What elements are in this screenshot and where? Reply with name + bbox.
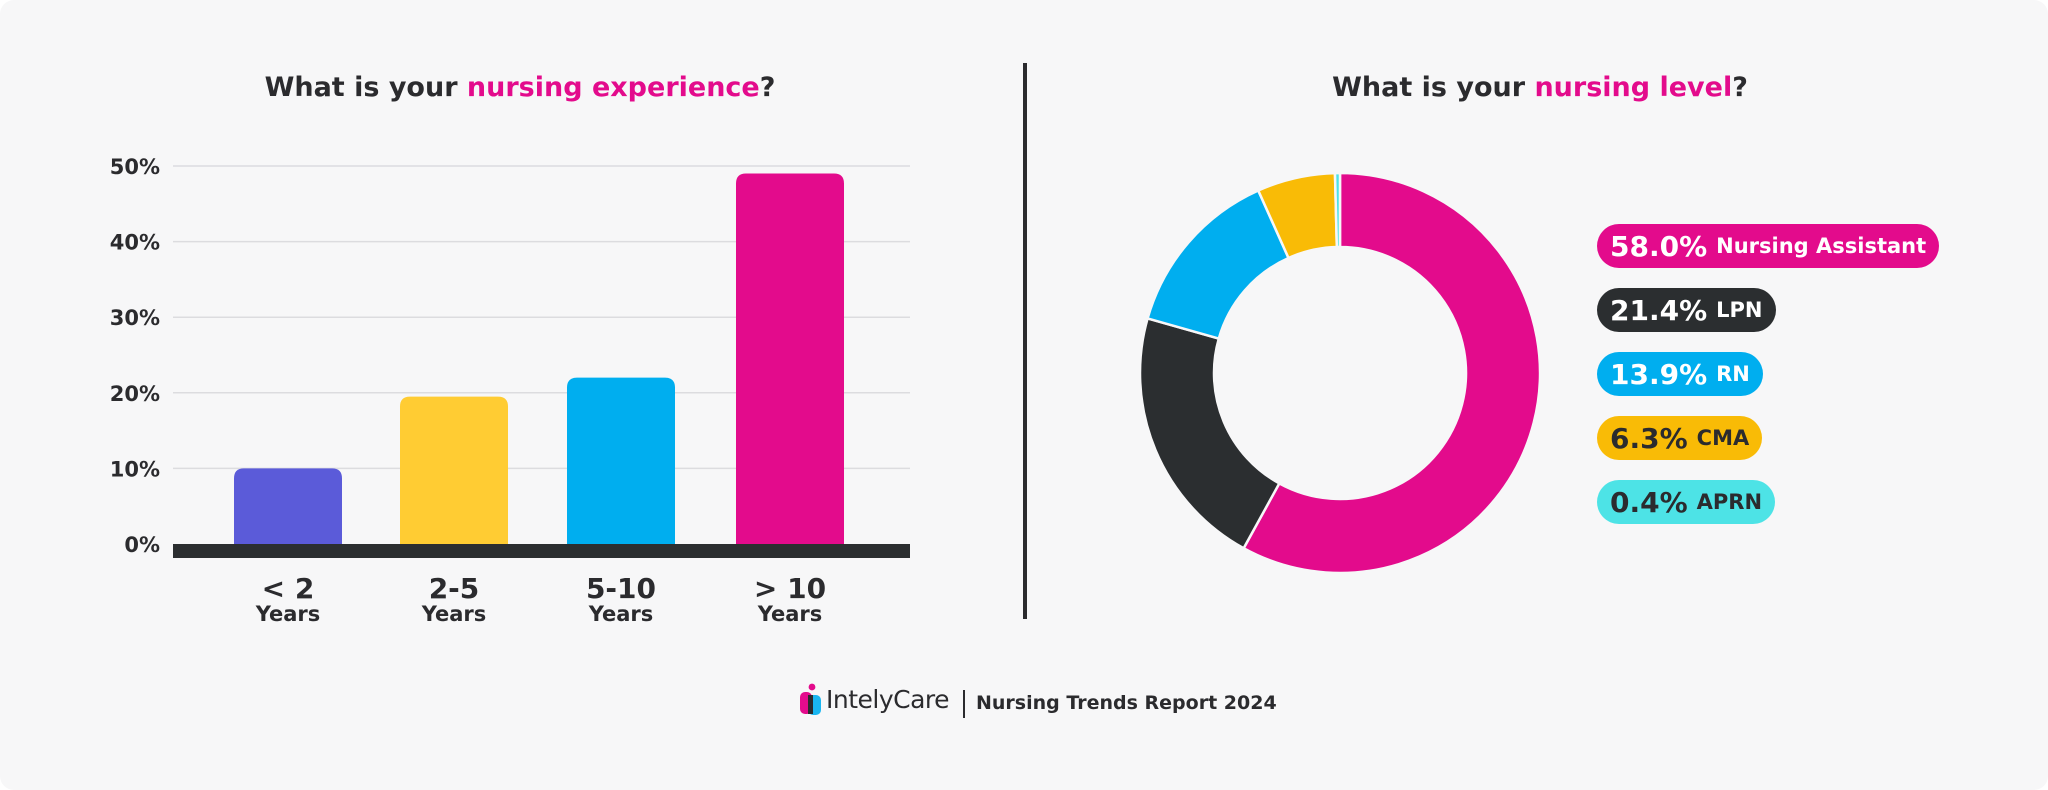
chart-divider: [1023, 63, 1027, 619]
report-title: Nursing Trends Report 2024: [976, 692, 1277, 714]
x-axis-baseline: [173, 544, 910, 558]
y-tick-label: 50%: [110, 155, 160, 179]
donut-slice: [1138, 316, 1281, 550]
donut-chart-title: What is your nursing level?: [1332, 72, 1748, 103]
x-tick-sublabel: Years: [757, 602, 823, 626]
bar-chart: 0%10%20%30%40%50%< 2Years2-5Years5-10Yea…: [110, 155, 910, 626]
donut-slice: [1333, 171, 1342, 249]
legend-value: 0.4%: [1610, 485, 1688, 519]
x-tick-label: > 10: [754, 572, 826, 605]
x-tick-sublabel: Years: [588, 602, 654, 626]
legend-label: RN: [1716, 362, 1750, 386]
legend-label: APRN: [1696, 490, 1763, 514]
y-tick-label: 10%: [110, 457, 160, 481]
donut-slice: [1241, 171, 1542, 575]
bar: [234, 468, 342, 546]
legend-item: 6.3% CMA: [1597, 416, 1763, 460]
y-tick-label: 0%: [124, 533, 160, 557]
x-tick-label: 2-5: [429, 572, 480, 605]
y-tick-label: 40%: [110, 231, 160, 255]
legend-value: 6.3%: [1610, 421, 1688, 455]
legend-value: 58.0%: [1610, 229, 1708, 263]
bar: [567, 377, 675, 546]
bar: [400, 396, 508, 546]
legend-label: LPN: [1716, 298, 1763, 322]
x-tick-label: 5-10: [586, 572, 656, 605]
legend-label: CMA: [1696, 426, 1750, 450]
intelycare-logo-icon: [800, 683, 821, 715]
legend-item: 13.9% RN: [1597, 352, 1763, 396]
bar: [736, 173, 844, 546]
y-tick-label: 20%: [110, 382, 160, 406]
legend-item: 0.4% APRN: [1597, 480, 1776, 524]
donut-slice: [1146, 188, 1291, 341]
bar-chart-title: What is your nursing experience?: [264, 72, 776, 103]
legend-value: 13.9%: [1610, 357, 1708, 391]
donut-slice: [1256, 171, 1339, 260]
footer-separator: [963, 690, 965, 718]
legend-value: 21.4%: [1610, 293, 1708, 327]
x-tick-sublabel: Years: [421, 602, 487, 626]
legend-item: 21.4% LPN: [1597, 288, 1776, 332]
legend-item: 58.0% Nursing Assistant: [1597, 224, 1940, 268]
legend-label: Nursing Assistant: [1716, 234, 1927, 258]
x-tick-label: < 2: [262, 572, 315, 605]
brand-name: IntelyCare: [826, 685, 950, 714]
y-tick-label: 30%: [110, 306, 160, 330]
x-tick-sublabel: Years: [255, 602, 321, 626]
